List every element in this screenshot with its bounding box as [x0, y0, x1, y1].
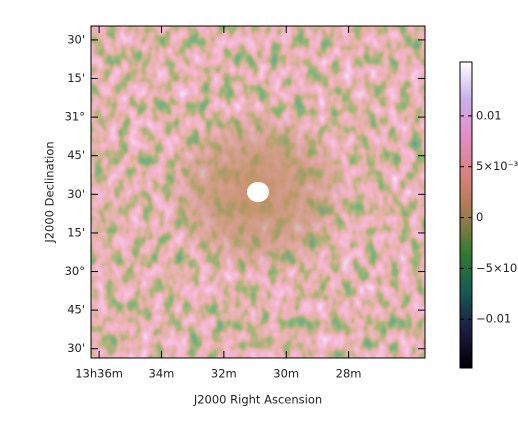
x-axis-label: J2000 Right Ascension: [193, 393, 322, 407]
y-tick-label: 31°: [65, 110, 85, 124]
colorbar-tick-label: 5×10⁻³: [476, 159, 518, 173]
colorbar-tick-label: −5×10⁻³: [476, 261, 518, 275]
x-tick-label: 28m: [336, 367, 362, 381]
colorbar-tick-label: −0.01: [476, 312, 511, 326]
y-axis-label: J2000 Declination: [43, 141, 57, 243]
y-tick-label: 15': [67, 225, 85, 239]
y-tick-label: 30': [67, 341, 85, 355]
y-tick-label: 45': [67, 148, 85, 162]
y-tick-label: 15': [67, 71, 85, 85]
x-tick-label: 32m: [211, 367, 237, 381]
x-tick-label: 30m: [273, 367, 299, 381]
y-tick-label: 30°: [65, 264, 85, 278]
colorbar-tick-label: 0: [476, 210, 483, 224]
image: [91, 26, 425, 358]
colorbar: [459, 61, 473, 369]
x-tick-label: 34m: [149, 367, 175, 381]
y-tick-label: 30': [67, 187, 85, 201]
plot-frame: [90, 25, 426, 359]
x-tick-label: 13h36m: [75, 367, 123, 381]
source: [247, 182, 269, 202]
y-tick-label: 45': [67, 303, 85, 317]
colorbar-tick-label: 0.01: [476, 108, 502, 122]
y-tick-label: 30': [67, 32, 85, 46]
